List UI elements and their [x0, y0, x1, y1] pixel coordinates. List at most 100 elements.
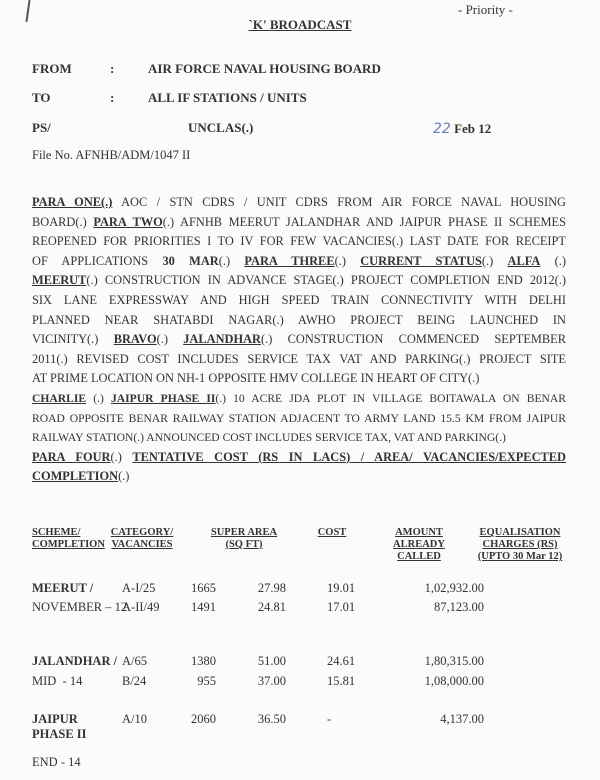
heading-text: TENTATIVE COST (RS IN LACS) / AREA/ VACA…: [132, 449, 566, 464]
to-value: ALL IF STATIONS / UNITS: [148, 90, 307, 105]
table-cell: 955: [197, 674, 216, 688]
table-cell: 15.81: [327, 674, 356, 688]
body-line: MEERUT(.) CONSTRUCTION IN ADVANCE STAGE(…: [32, 271, 566, 291]
body-line: PARA ONE(.) AOC / STN CDRS / UNIT CDRS F…: [32, 193, 566, 213]
table-cell: 1665: [191, 581, 216, 595]
column-header: AMOUNT ALREADY CALLED: [393, 527, 445, 562]
from-colon: :: [110, 61, 115, 76]
table-cell: 17.01: [327, 600, 356, 614]
column-header: CATEGORY/ VACANCIES: [110, 527, 174, 550]
body-text: (.): [86, 391, 111, 405]
body-text: (.) CONSTRUCTION IN ADVANCE STAGE(.) PRO…: [86, 273, 566, 288]
body-text: REOPENED FOR PRIORITIES I TO IV FOR FEW …: [32, 234, 566, 249]
table-cell: JAIPUR PHASE II: [32, 712, 87, 741]
table-cell: A/10: [122, 712, 147, 726]
body-text: SIX LANE EXPRESSWAY AND HIGH SPEED TRAIN…: [32, 292, 566, 307]
body-text: (.): [156, 332, 184, 347]
table-cell: END - 14: [32, 755, 81, 769]
ps-value: UNCLAS(.): [188, 120, 254, 135]
heading-text: CURRENT STATUS: [360, 253, 482, 268]
from-value: AIR FORCE NAVAL HOUSING BOARD: [148, 61, 381, 76]
table-cell: 19.01: [327, 581, 356, 595]
heading-text: CHARLIE: [32, 391, 87, 405]
heading-text: MEERUT: [32, 273, 87, 288]
file-number: File No. AFNHB/ADM/1047 II: [32, 148, 191, 162]
priority-label: - Priority -: [458, 2, 513, 17]
table-cell: MID - 14: [32, 674, 83, 688]
body-text: (.) CONSTRUCTION COMMENCED SEPTEMBER: [261, 332, 566, 347]
body-text: (.): [110, 449, 133, 464]
column-header: SUPER AREA (SQ FT): [210, 527, 278, 550]
body-line: ROAD OPPOSITE BENAR RAILWAY STATION ADJA…: [32, 409, 566, 429]
body-line: AT PRIME LOCATION ON NH-1 OPPOSITE HMV C…: [32, 369, 566, 389]
message-body: PARA ONE(.) AOC / STN CDRS / UNIT CDRS F…: [32, 193, 566, 487]
to-label: TO: [32, 90, 51, 105]
heading-text: COMPLETION: [32, 469, 119, 484]
table-cell: -: [327, 712, 332, 726]
table-cell: 1,08,000.00: [424, 674, 484, 688]
heading-text: JALANDHAR: [183, 332, 262, 347]
body-text: (.): [334, 253, 361, 268]
body-text: (.) AFNHB MEERUT JALANDHAR AND JAIPUR PH…: [162, 214, 566, 229]
table-cell: 24.81: [257, 600, 286, 614]
body-text: 2011(.) REVISED COST INCLUDES SERVICE TA…: [32, 351, 566, 366]
table-cell: 24.61: [327, 654, 356, 668]
body-line: REOPENED FOR PRIORITIES I TO IV FOR FEW …: [32, 232, 566, 252]
heading-text: ALFA: [507, 253, 541, 268]
body-text: PLANNED NEAR SHATABDI NAGAR(.) AWHO PROJ…: [32, 312, 566, 327]
table-cell: 1,02,932.00: [424, 581, 484, 595]
body-line: 2011(.) REVISED COST INCLUDES SERVICE TA…: [32, 350, 566, 370]
body-line: SIX LANE EXPRESSWAY AND HIGH SPEED TRAIN…: [32, 291, 566, 311]
table-cell: NOVEMBER – 12: [32, 600, 128, 614]
heading-text: PARA FOUR: [32, 449, 111, 464]
body-line: PLANNED NEAR SHATABDI NAGAR(.) AWHO PROJ…: [32, 311, 566, 331]
column-header: EQUALISATION CHARGES (RS) (UPTO 30 Mar 1…: [477, 527, 563, 562]
body-text: (.): [118, 469, 130, 484]
body-text: RAILWAY STATION(.) ANNOUNCED COST INCLUD…: [32, 431, 506, 445]
body-text: (.): [540, 253, 566, 268]
body-text: OF APPLICATIONS: [32, 253, 163, 268]
body-line: COMPLETION(.): [32, 467, 566, 487]
body-line: BOARD(.) PARA TWO(.) AFNHB MEERUT JALAND…: [32, 213, 566, 233]
to-colon: :: [110, 90, 115, 105]
body-text: VICINITY(.): [32, 332, 114, 347]
body-text: (.): [481, 253, 508, 268]
table-cell: 1380: [191, 654, 216, 668]
table-cell: 36.50: [257, 712, 286, 726]
table-cell: A-I/25: [122, 581, 156, 595]
body-text: (.): [218, 253, 245, 268]
body-line: OF APPLICATIONS 30 MAR(.) PARA THREE(.) …: [32, 252, 566, 272]
table-cell: JALANDHAR /: [32, 654, 118, 668]
ps-label: PS/: [32, 120, 51, 135]
table-cell: 27.98: [257, 581, 286, 595]
column-header: COST: [317, 527, 347, 538]
body-line: VICINITY(.) BRAVO(.) JALANDHAR(.) CONSTR…: [32, 330, 566, 350]
table-cell: 2060: [191, 712, 216, 726]
table-cell: 1,80,315.00: [424, 654, 484, 668]
column-header: SCHEME/ COMPLETION: [32, 527, 105, 550]
document-title: `K' BROADCAST: [248, 17, 352, 32]
from-label: FROM: [32, 61, 72, 76]
body-text: ROAD OPPOSITE BENAR RAILWAY STATION ADJA…: [32, 411, 566, 425]
table-cell: A/65: [122, 654, 147, 668]
body-line: RAILWAY STATION(.) ANNOUNCED COST INCLUD…: [32, 428, 566, 448]
heading-text: PARA THREE: [244, 253, 335, 268]
body-text: AOC / STN CDRS / UNIT CDRS FROM AIR FORC…: [112, 195, 566, 209]
table-cell: 37.00: [257, 674, 286, 688]
heading-text: JAIPUR PHASE II: [110, 391, 216, 405]
table-cell: B/24: [122, 674, 147, 688]
body-line: CHARLIE (.) JAIPUR PHASE II(.) 10 ACRE J…: [32, 389, 566, 409]
table-cell: 4,137.00: [440, 712, 484, 726]
date: 22 Feb 12: [433, 121, 491, 137]
date-printed: Feb 12: [454, 121, 492, 136]
table-cell: 51.00: [257, 654, 286, 668]
table-cell: MEERUT /: [32, 581, 94, 595]
body-text: BOARD(.): [32, 214, 94, 229]
body-text: AT PRIME LOCATION ON NH-1 OPPOSITE HMV C…: [32, 371, 480, 386]
body-text: (.) 10 ACRE JDA PLOT IN VILLAGE BOITAWAL…: [215, 391, 566, 405]
heading-text: PARA ONE(.): [32, 195, 113, 209]
date-handwritten: 22: [433, 121, 451, 137]
heading-text: PARA TWO: [93, 214, 163, 229]
body-text: 30 MAR: [162, 253, 219, 268]
heading-text: BRAVO: [113, 332, 157, 347]
